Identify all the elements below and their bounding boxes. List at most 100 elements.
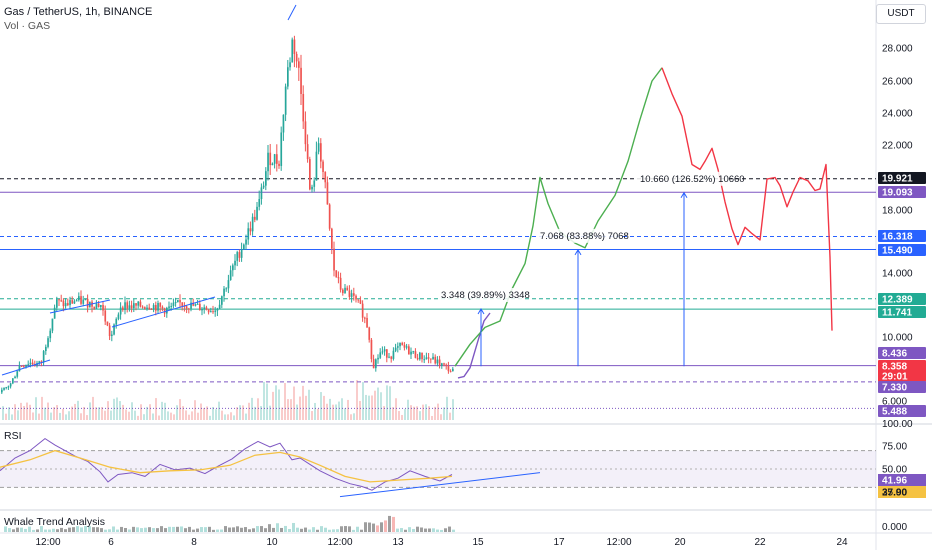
whale-bar [128,529,131,532]
candle-body [436,359,439,364]
time-tick-label: 24 [836,537,848,548]
candle-body [174,302,177,304]
volume-bar [248,402,250,420]
candle-body [29,362,32,365]
candle-body [58,299,60,301]
candle-body [355,295,357,300]
whale-bar [376,525,379,532]
whale-bar [184,528,187,532]
candle-body [106,321,109,326]
horizontal-levels[interactable]: 19.921 19.093 16.318 15.490 12.389 11.741 8.43… [0,172,926,418]
candle-body [364,317,366,319]
rsi-tick-label: 25.00 [882,488,907,499]
price-level-badge [878,405,926,417]
candle-body [280,132,283,166]
candle-body [177,300,179,303]
whale-bar [348,526,351,532]
candle-body [421,352,423,360]
candle-body [295,53,298,62]
price-level-value: 8.436 [882,349,907,360]
volume-legend[interactable]: Vol · GAS [4,20,51,32]
whale-bar [4,526,7,532]
candle-body [18,365,21,372]
volume-bar [215,409,217,420]
whale-bar [428,528,431,532]
volume-bar [410,405,412,420]
volume-bar [341,398,343,420]
volume-bar [161,401,163,420]
whale-bar [252,528,255,532]
volume-bar [368,395,370,420]
candle-body [45,346,47,352]
volume-bar [152,413,154,420]
candle-body [196,303,199,305]
candle-body [170,305,173,307]
volume-bar [26,402,28,420]
rsi-legend[interactable]: RSI [4,430,22,442]
measure-arrowhead [477,308,485,315]
candle-body [326,182,329,205]
volume-bar [44,407,46,420]
measurement-tools[interactable]: 3.348 (39.89%) 3348 7.068 (83.88%) 7068 10… [438,171,745,367]
candle-body [31,362,34,365]
whale-bar [240,527,243,532]
volume-bar [356,380,358,420]
measure-label-bg [438,288,522,302]
volume-bar [257,398,259,420]
symbol-title[interactable]: Gas / TetherUS, 1h, BINANCE [4,6,153,18]
candle-body [124,302,126,310]
candle-body [342,289,344,294]
volume-bar [245,413,247,420]
projection-drawing[interactable] [454,67,833,379]
candle-body [324,172,327,183]
volume-bar [137,415,139,420]
volume-bar [38,413,40,420]
whale-bar [324,527,327,532]
whale-bar [400,528,403,532]
price-tick-label: 14.000 [882,269,913,280]
projection-path-up [454,67,663,367]
candle-body [102,305,104,311]
candle-body [67,303,69,306]
whale-bar [124,528,127,532]
rsi-ma-line [0,449,453,483]
volume-bar [365,394,367,420]
candle-body [111,334,113,336]
whale-trend-legend[interactable]: Whale Trend Analysis [4,516,105,528]
volume-bar [98,407,100,420]
trendline [49,299,111,314]
candle-body [361,303,364,318]
whale-bar [364,522,367,532]
candle-body [245,239,247,245]
volume-bar [281,407,283,420]
volume-bar [395,398,397,420]
candle-body [130,305,133,309]
candle-body [357,299,360,301]
candle-body [447,366,450,372]
volume-bar [422,404,424,420]
candle-body [348,290,351,297]
candle-body [100,305,102,308]
candle-body [185,306,188,309]
candle-body [188,308,190,310]
time-axis[interactable]: 12:00 6 8 10 12:00 13 15 17 12:00 20 22 24 [35,537,848,548]
volume-bar [14,404,16,420]
price-level-badge [878,230,926,242]
currency-selector[interactable]: USDT [876,4,926,24]
whale-bar [408,527,411,532]
price-axis[interactable]: 28.000 26.000 24.000 22.000 18.000 14.000 10.0… [878,44,926,534]
candle-body [238,252,241,258]
whale-bar [448,526,451,532]
candle-body [412,351,415,353]
whale-bar [308,529,311,532]
candle-body [377,357,379,360]
volume-bar [131,402,133,420]
candle-body [119,307,122,315]
whale-tick-label: 0.000 [882,522,907,533]
volume-bar [5,413,7,420]
whale-bar [236,526,239,532]
candle-body [152,305,155,310]
candle-body [298,61,300,68]
candle-body [229,270,232,281]
